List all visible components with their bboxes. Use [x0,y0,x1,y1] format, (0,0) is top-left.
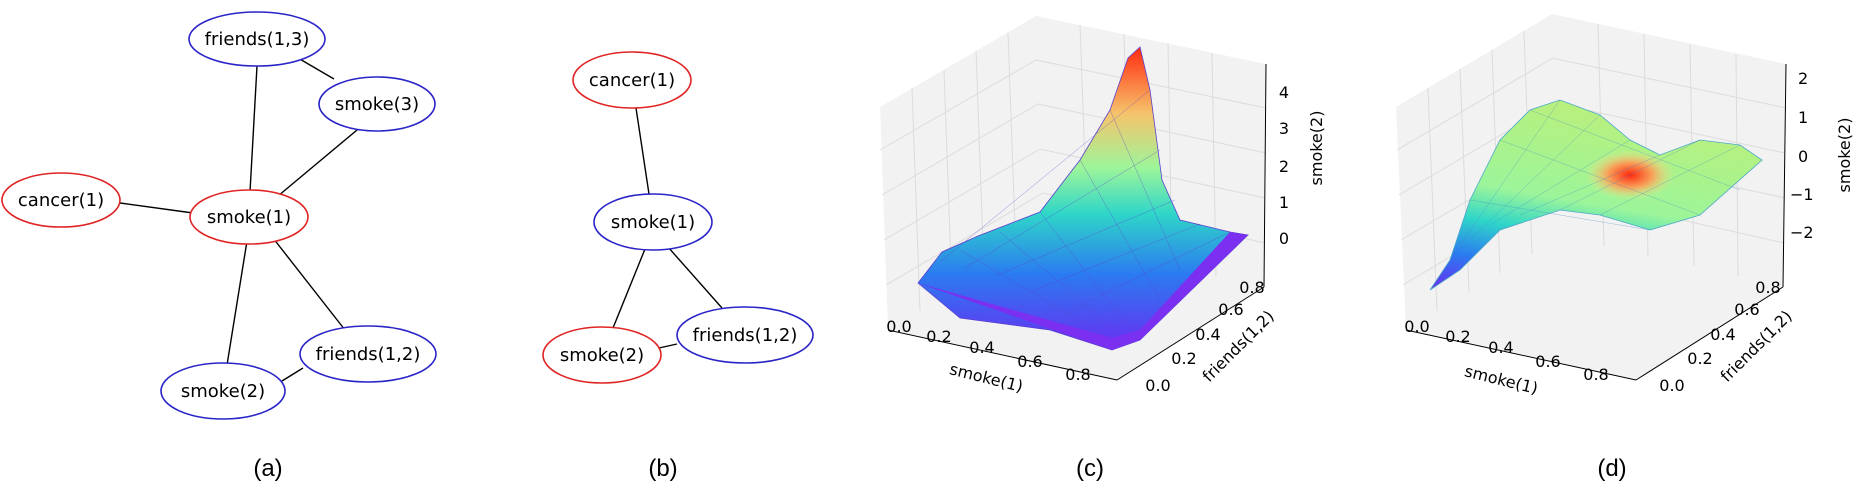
node-smoke1: smoke(1) [593,193,713,251]
y-axis-line [1635,286,1784,381]
y-tick: 0.0 [1659,376,1684,395]
edge-smoke1-friends12 [272,237,346,331]
node-label: cancer(1) [18,190,104,211]
surface-front-edge [918,232,1248,350]
node-smoke2: smoke(2) [542,326,662,384]
x-tick: 0.2 [926,327,951,346]
x-tick: 0.4 [969,338,994,357]
panel-caption: (d) [1597,455,1626,482]
z-tick: 3 [1279,119,1289,138]
y-tick: 0.4 [1195,325,1220,344]
node-smoke2: smoke(2) [160,362,286,420]
edge-smoke2-friends12 [658,343,678,349]
z-tick: 0 [1798,147,1808,166]
node-friends13: friends(1,3) [188,11,326,67]
x-axis-line [887,329,1118,381]
y-tick: 0.6 [1218,300,1243,319]
x-tick: 0.4 [1488,338,1513,357]
z-axis-label: smoke(2) [1835,118,1854,193]
node-cancer1: cancer(1) [572,51,692,109]
x-axis-label: smoke(1) [1463,361,1540,398]
z-tick: 1 [1798,108,1808,127]
edge-cancer1-smoke1 [635,107,650,195]
edge-smoke3-smoke1 [277,124,364,197]
panel-caption: (b) [648,455,677,482]
node-label: friends(1,2) [316,344,421,365]
panel-d-surface-plot: 0.0 0.2 0.4 0.6 0.8 smoke(1) 0.0 0.2 0.4… [1396,14,1854,482]
surface-wireframe [939,89,1231,346]
panel-c-surface-plot: 0.0 0.2 0.4 0.6 0.8 smoke(1) 0.0 0.2 0.4… [879,16,1326,482]
y-tick: 0.0 [1145,376,1170,395]
edge-friends13-smoke3 [297,57,335,80]
y-tick: 0.2 [1171,349,1196,368]
panel-a-graph: friends(1,3) smoke(3) cancer(1) smoke(1)… [1,11,437,482]
node-label: friends(1,3) [205,29,310,50]
node-label: smoke(1) [611,212,695,233]
y-tick: 0.4 [1710,325,1735,344]
floor-pane [1406,236,1783,380]
node-label: friends(1,2) [693,325,798,346]
z-tick: 2 [1279,157,1289,176]
z-tick: 4 [1279,83,1289,102]
y-axis-line [1116,286,1265,381]
z-tick: −1 [1790,185,1814,204]
x-tick: 0.6 [1017,352,1042,371]
x-tick: 0.8 [1583,365,1608,384]
edge-friends13-smoke1 [249,65,258,193]
panel-caption: (c) [1076,455,1104,482]
z-tick: 2 [1798,69,1808,88]
side-wall-pane [1552,14,1786,287]
surface-wireframe [1449,99,1741,261]
node-label: smoke(2) [560,345,644,366]
z-axis-line [1782,63,1787,288]
y-tick: 0.2 [1687,349,1712,368]
z-axis-line [1263,63,1267,288]
z-tick: 0 [1279,229,1289,248]
z-tick: −2 [1790,223,1814,242]
x-tick: 0.0 [1404,317,1429,336]
x-tick: 0.6 [1535,352,1560,371]
y-tick: 0.8 [1755,278,1780,297]
x-axis-label: smoke(1) [948,359,1025,396]
edge-smoke2-friends12 [281,367,304,382]
x-tick: 0.8 [1065,365,1090,384]
edge-smoke1-friends12 [667,246,723,309]
node-friends12: friends(1,2) [676,306,814,364]
back-wall-pane [1396,14,1561,330]
edge-smoke1-smoke2 [226,240,248,366]
panel-b-graph: cancer(1) smoke(1) smoke(2) friends(1,2)… [542,51,814,482]
z-axis-label: smoke(2) [1307,111,1326,186]
node-label: smoke(3) [335,94,419,115]
panel-caption: (a) [253,455,282,482]
node-friends12: friends(1,2) [299,325,437,383]
node-cancer1: cancer(1) [1,172,121,228]
node-label: smoke(2) [181,381,265,402]
panel-b-edges [612,107,723,349]
x-tick: 0.2 [1445,327,1470,346]
y-tick: 0.6 [1734,300,1759,319]
edge-smoke1-smoke2 [612,248,646,329]
x-axis-line [1405,329,1637,381]
x-tick: 0.0 [886,317,911,336]
node-label: cancer(1) [589,70,675,91]
node-label: smoke(1) [207,207,291,228]
edge-cancer1-smoke1 [119,202,194,214]
node-smoke3: smoke(3) [318,76,436,132]
panel-a-edges [119,57,364,382]
node-smoke1: smoke(1) [189,189,309,245]
z-tick: 1 [1279,193,1289,212]
y-tick: 0.8 [1239,278,1264,297]
